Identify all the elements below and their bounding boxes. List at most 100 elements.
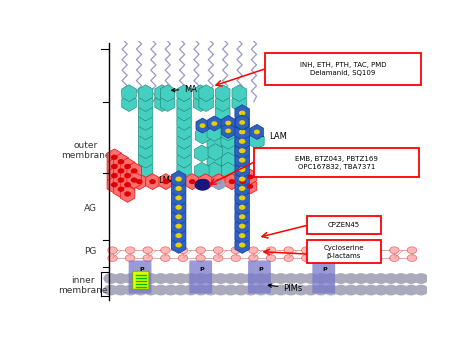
Circle shape (108, 247, 117, 254)
Circle shape (319, 247, 328, 254)
Circle shape (404, 274, 418, 283)
Polygon shape (235, 124, 249, 141)
Circle shape (240, 180, 246, 183)
Circle shape (240, 121, 245, 124)
Circle shape (240, 168, 245, 171)
Polygon shape (122, 95, 137, 112)
Polygon shape (235, 161, 249, 178)
Polygon shape (160, 95, 175, 112)
Polygon shape (138, 161, 153, 177)
Polygon shape (235, 142, 249, 159)
Circle shape (114, 285, 128, 295)
Polygon shape (250, 132, 264, 149)
Polygon shape (155, 95, 169, 112)
Polygon shape (120, 167, 135, 184)
Polygon shape (107, 176, 122, 193)
Circle shape (390, 247, 399, 254)
Polygon shape (235, 123, 249, 140)
Circle shape (240, 177, 245, 181)
Circle shape (354, 247, 364, 254)
Circle shape (124, 274, 137, 283)
Circle shape (294, 274, 308, 283)
Circle shape (178, 247, 188, 254)
Circle shape (372, 255, 382, 261)
Polygon shape (120, 186, 135, 202)
Polygon shape (196, 118, 209, 133)
Polygon shape (215, 132, 230, 149)
Circle shape (164, 274, 177, 283)
Polygon shape (207, 162, 221, 179)
Circle shape (154, 285, 167, 295)
Polygon shape (171, 237, 186, 253)
Circle shape (284, 274, 298, 283)
Circle shape (384, 285, 398, 295)
Circle shape (234, 274, 247, 283)
Polygon shape (171, 189, 186, 206)
Circle shape (244, 274, 257, 283)
Circle shape (334, 274, 347, 283)
Circle shape (176, 180, 182, 184)
Circle shape (150, 180, 155, 184)
Circle shape (240, 205, 245, 209)
Polygon shape (194, 145, 209, 162)
Circle shape (337, 247, 346, 254)
Text: outer
membrane: outer membrane (61, 141, 110, 160)
Circle shape (214, 274, 228, 283)
Circle shape (240, 224, 245, 228)
Polygon shape (215, 142, 230, 158)
Circle shape (384, 274, 398, 283)
Circle shape (112, 155, 117, 159)
Polygon shape (250, 124, 264, 139)
Polygon shape (235, 227, 249, 244)
Circle shape (304, 285, 318, 295)
Text: AG: AG (84, 204, 97, 213)
Polygon shape (177, 85, 191, 102)
FancyBboxPatch shape (248, 260, 271, 293)
Polygon shape (171, 227, 186, 244)
Polygon shape (177, 132, 191, 149)
Polygon shape (177, 142, 191, 158)
Polygon shape (221, 152, 236, 169)
Polygon shape (235, 171, 249, 187)
Circle shape (314, 274, 328, 283)
Circle shape (354, 255, 364, 261)
Polygon shape (222, 123, 235, 138)
Circle shape (195, 180, 210, 190)
Circle shape (131, 178, 137, 182)
Polygon shape (199, 85, 213, 102)
Polygon shape (177, 151, 191, 168)
Circle shape (248, 185, 253, 188)
Circle shape (304, 274, 318, 283)
Polygon shape (212, 174, 226, 190)
Polygon shape (127, 163, 142, 179)
Circle shape (248, 175, 253, 178)
Polygon shape (236, 115, 249, 130)
Circle shape (134, 274, 147, 283)
Circle shape (196, 247, 205, 254)
Polygon shape (235, 105, 249, 121)
Polygon shape (138, 95, 153, 112)
Circle shape (284, 247, 293, 254)
Circle shape (394, 285, 408, 295)
Polygon shape (177, 114, 191, 130)
Circle shape (414, 274, 428, 283)
Polygon shape (120, 158, 135, 175)
Polygon shape (177, 104, 191, 121)
Circle shape (255, 130, 259, 134)
Circle shape (204, 274, 218, 283)
Circle shape (112, 165, 117, 168)
Circle shape (174, 285, 187, 295)
Circle shape (112, 183, 117, 187)
Circle shape (355, 285, 368, 295)
Polygon shape (244, 179, 257, 194)
Circle shape (266, 255, 276, 261)
Circle shape (118, 178, 124, 182)
Polygon shape (225, 174, 239, 190)
Polygon shape (138, 123, 153, 140)
Polygon shape (215, 151, 230, 168)
Circle shape (345, 285, 357, 295)
Polygon shape (235, 189, 249, 206)
Polygon shape (199, 95, 213, 112)
FancyBboxPatch shape (254, 148, 419, 177)
Text: Cycloserine
β-lactams: Cycloserine β-lactams (324, 244, 364, 258)
